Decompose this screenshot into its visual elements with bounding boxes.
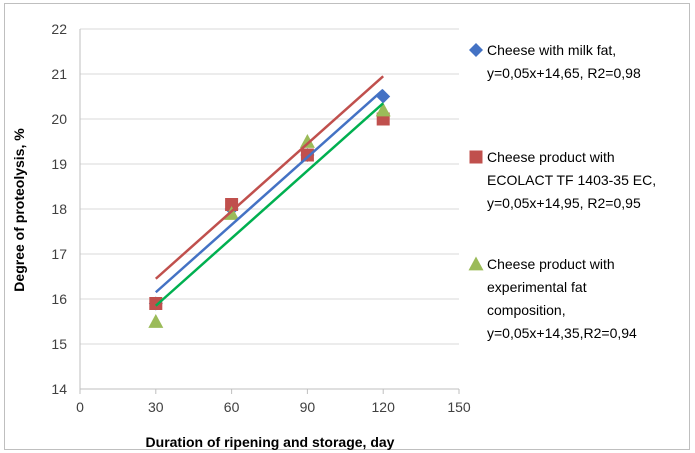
legend: Cheese with milk fat, y=0,05x+14,65, R2=0…: [468, 42, 656, 341]
x-tick-label: 150: [447, 399, 471, 415]
legend-entry-text: Cheese product with: [487, 256, 615, 272]
gridlines: [80, 28, 459, 390]
y-tick-label: 19: [51, 156, 67, 172]
trendlines: [154, 75, 385, 307]
legend-marker-square: [469, 150, 483, 164]
legend-entry-text: composition,: [487, 302, 566, 318]
data-point-diamond: [376, 89, 391, 104]
data-point-square: [149, 297, 163, 310]
trendline-triangle: [154, 102, 385, 307]
axes: 14 15 16 17 18 19 20 21 22 0 30 60 90 120 150: [51, 21, 470, 415]
y-tick-label: 15: [51, 336, 67, 352]
trendline-square: [154, 75, 385, 280]
trendline-diamond: [154, 88, 385, 294]
x-axis-title: Duration of ripening and storage, day: [146, 434, 395, 450]
x-tick-label: 30: [148, 399, 164, 415]
y-tick-label: 18: [51, 201, 67, 217]
legend-entry-text: y=0,05x+14,35,R2=0,94: [487, 325, 637, 341]
y-tick-label: 16: [51, 291, 67, 307]
y-tick-label: 20: [51, 111, 67, 127]
data-point-triangle: [224, 206, 240, 220]
legend-entry-text: y=0,05x+14,95, R2=0,95: [487, 195, 641, 211]
y-tick-label: 14: [51, 381, 67, 397]
legend-entry-text: y=0,05x+14,65, R2=0,98: [487, 65, 641, 81]
x-tick-label: 120: [372, 399, 396, 415]
data-point-square: [300, 148, 314, 162]
x-tick-label: 90: [300, 399, 316, 415]
legend-entry-text: experimental fat: [487, 279, 587, 295]
data-point-triangle: [375, 102, 391, 117]
legend-marker-diamond: [469, 43, 483, 57]
legend-entry-text: Cheese product with: [487, 149, 615, 165]
x-tick-label: 60: [224, 399, 240, 415]
x-tick-label: 0: [76, 399, 84, 415]
legend-marker-triangle: [468, 256, 484, 271]
legend-entry-text: ECOLACT TF 1403-35 EC,: [487, 172, 656, 188]
y-tick-label: 21: [51, 66, 67, 82]
legend-entry-text: Cheese with milk fat,: [487, 42, 616, 58]
y-axis-title: Degree of proteolysis, %: [11, 128, 27, 292]
y-tick-label: 17: [51, 246, 67, 262]
chart-area: [4, 3, 690, 450]
data-point-triangle: [299, 134, 315, 148]
y-tick-label: 22: [51, 21, 67, 37]
data-points: [148, 89, 391, 328]
data-point-triangle: [148, 314, 164, 328]
